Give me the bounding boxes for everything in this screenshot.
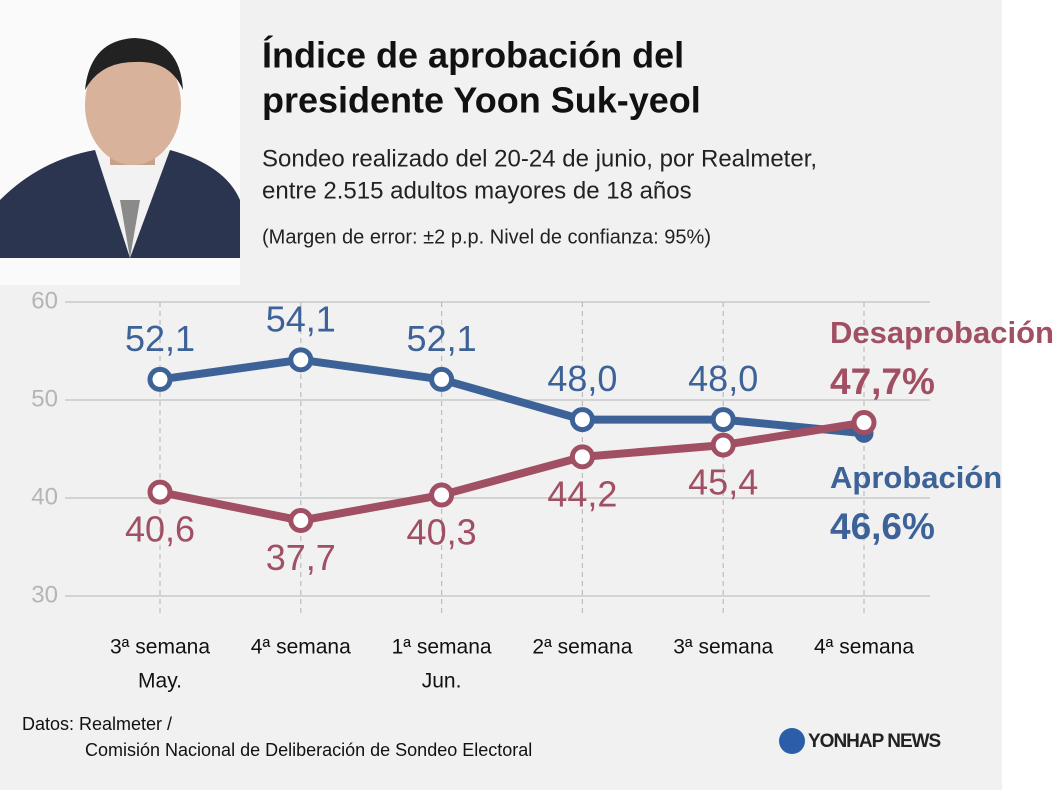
title: presidente Yoon Suk-yeol <box>262 80 701 121</box>
title: Índice de aprobación del <box>262 35 684 76</box>
point <box>147 479 173 505</box>
y-tick-label: 30 <box>31 581 58 608</box>
point <box>851 410 877 436</box>
x-tick-label: 3ª semana <box>673 636 773 659</box>
point <box>288 347 314 373</box>
value-label: 52,1 <box>407 318 477 359</box>
logo-icon <box>779 728 805 754</box>
y-tick-label: 40 <box>31 483 58 510</box>
value-label: 46,6% <box>830 506 935 547</box>
x-tick-label: 4ª semana <box>251 636 351 659</box>
x-tick-label: 1ª semana <box>392 636 492 659</box>
point <box>710 432 736 458</box>
source: Comisión Nacional de Deliberación de Son… <box>85 740 532 760</box>
line <box>159 355 865 438</box>
point <box>147 366 173 392</box>
point <box>288 508 314 534</box>
point <box>569 407 595 433</box>
value-label: 45,4 <box>688 462 758 503</box>
subtitle: entre 2.515 adultos mayores de 18 años <box>262 177 692 204</box>
value-label: 54,1 <box>266 298 336 339</box>
note: (Margen de error: ±2 p.p. Nivel de confi… <box>262 226 711 248</box>
value-label: 40,6 <box>125 509 195 550</box>
value-label: 37,7 <box>266 537 336 578</box>
value-label: 44,2 <box>547 473 617 514</box>
y-tick-label: 60 <box>31 287 58 314</box>
value-label: 52,1 <box>125 318 195 359</box>
value-label: 40,3 <box>407 512 477 553</box>
x-tick-label: 3ª semana <box>110 636 210 659</box>
value-label: 48,0 <box>547 358 617 399</box>
y-tick-label: 50 <box>31 385 58 412</box>
point <box>569 444 595 470</box>
logo: YONHAP NEWS <box>808 731 941 752</box>
value-label: 47,7% <box>830 361 935 402</box>
source: Datos: Realmeter / <box>22 714 172 734</box>
x-tick-label: 4ª semana <box>814 636 914 659</box>
photo <box>0 0 240 285</box>
value-label: 48,0 <box>688 358 758 399</box>
x-tick-label: 2ª semana <box>532 636 632 659</box>
point <box>710 407 736 433</box>
series-name: Aprobación <box>830 460 1002 495</box>
point <box>429 366 455 392</box>
series-name: Desaprobación <box>830 315 1054 350</box>
x-tick-label: Jun. <box>422 670 462 693</box>
line <box>159 418 865 525</box>
subtitle: Sondeo realizado del 20-24 de junio, por… <box>262 145 817 172</box>
point <box>429 482 455 508</box>
x-tick-label: May. <box>138 670 182 693</box>
